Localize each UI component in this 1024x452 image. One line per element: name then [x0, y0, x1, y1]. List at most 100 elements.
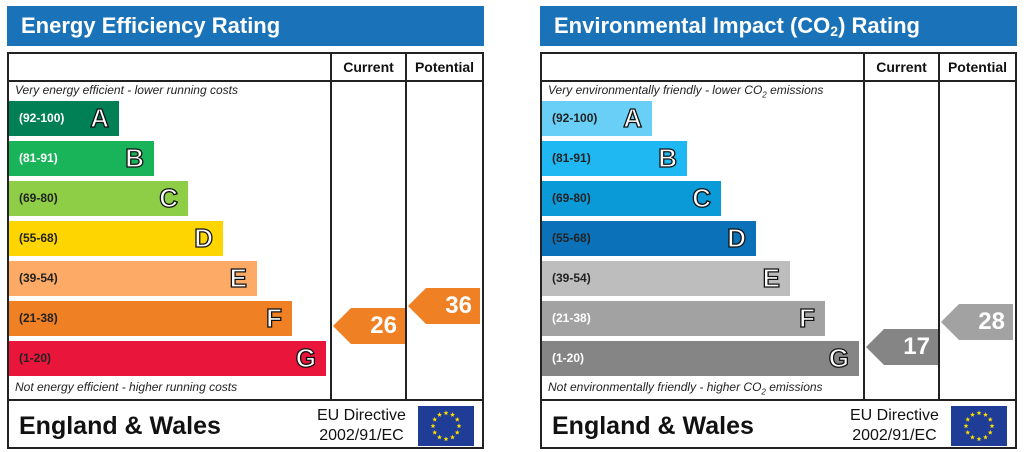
energy-band-d: (55-68) D: [9, 221, 223, 256]
env-bottom-caption: Not environmentally friendly - higher CO…: [548, 380, 823, 396]
env-band-e: (39-54) E: [542, 261, 790, 296]
env-band-b: (81-91) B: [542, 141, 687, 176]
energy-band-a: (92-100) A: [9, 101, 119, 136]
env-current-arrow-fill: [866, 329, 938, 365]
energy-bottom-caption: Not energy efficient - higher running co…: [15, 380, 238, 394]
energy-potential-value: 36: [445, 292, 472, 319]
energy-current-arrow: 26: [333, 308, 405, 344]
env-directive-line1: EU Directive: [850, 407, 939, 424]
energy-top-caption: Very energy efficient - lower running co…: [15, 83, 238, 97]
energy-potential-arrow-shape: [408, 288, 480, 324]
env-band-letter-g: G: [828, 342, 850, 373]
energy-band-letter-a: A: [90, 102, 110, 133]
env-top-caption-prefix: Very environmentally friendly - lower CO: [548, 83, 763, 97]
eu-star: [432, 429, 438, 435]
energy-header-divider: [7, 80, 484, 82]
eu-flag-icon: [418, 406, 474, 446]
energy-directive-line1: EU Directive: [317, 407, 406, 424]
env-title-suffix: ) Rating: [838, 13, 920, 38]
env-band-g: (1-20) G: [542, 341, 859, 376]
energy-band-letter-f: F: [265, 302, 282, 333]
env-top-caption-suffix: emissions: [766, 83, 824, 97]
eu-star: [437, 434, 442, 440]
env-current-value: 17: [903, 333, 930, 360]
energy-band-g: (1-20) G: [9, 341, 326, 376]
energy-footer-region: England & Wales: [19, 412, 221, 440]
eu-star: [965, 416, 971, 422]
energy-title-text: Energy Efficiency Rating: [21, 13, 281, 38]
energy-footer-directive: EU Directive 2002/91/EC: [317, 406, 406, 446]
env-band-c: (69-80) C: [542, 181, 721, 216]
energy-band-letter-b: B: [125, 142, 145, 173]
energy-band-range-c: (69-80): [19, 191, 58, 205]
env-title-sub: 2: [830, 23, 839, 39]
energy-potential-arrow: 36: [408, 288, 480, 324]
env-band-letter-b: B: [658, 142, 678, 173]
energy-band-c: (69-80) C: [9, 181, 188, 216]
env-divider-potential: [938, 52, 940, 401]
env-band-range-f: (21-38): [552, 311, 591, 325]
energy-divider-potential: [405, 52, 407, 401]
env-bottom-caption-suffix: emissions: [765, 380, 823, 394]
env-potential-arrow-fill: [941, 304, 1013, 340]
energy-directive-line2: 2002/91/EC: [319, 427, 404, 444]
env-top-caption: Very environmentally friendly - lower CO…: [548, 83, 823, 99]
env-band-f: (21-38) F: [542, 301, 825, 336]
eu-star: [454, 429, 460, 435]
env-band-d: (55-68) D: [542, 221, 756, 256]
eu-star: [970, 412, 975, 417]
env-band-a: (92-100) A: [542, 101, 652, 136]
env-band-letter-a: A: [623, 102, 643, 133]
env-band-range-g: (1-20): [552, 351, 585, 365]
energy-band-e: (39-54) E: [9, 261, 257, 296]
env-band-range-c: (69-80): [552, 191, 591, 205]
energy-current-arrow-fill: [333, 308, 405, 344]
eu-star: [454, 416, 460, 422]
env-title: Environmental Impact (CO2) Rating: [540, 6, 1017, 46]
env-band-range-b: (81-91): [552, 151, 591, 165]
energy-footer-divider: [7, 399, 484, 401]
energy-band-range-d: (55-68): [19, 231, 58, 245]
eu-star: [976, 410, 982, 416]
eu-star: [963, 423, 969, 429]
energy-band-b: (81-91) B: [9, 141, 154, 176]
env-current-arrow-shape: [866, 329, 938, 365]
eu-star: [430, 423, 436, 429]
energy-band-letter-g: G: [295, 342, 317, 373]
env-title-prefix: Environmental Impact (CO: [554, 13, 831, 38]
env-directive-line2: 2002/91/EC: [852, 427, 937, 444]
eu-star: [443, 436, 449, 442]
eu-star: [989, 423, 995, 429]
env-band-letter-c: C: [692, 182, 712, 213]
energy-band-range-f: (21-38): [19, 311, 58, 325]
env-col-potential: Potential: [947, 59, 1008, 75]
energy-band-f: (21-38) F: [9, 301, 292, 336]
energy-band-letter-d: D: [194, 222, 214, 253]
energy-band-range-g: (1-20): [19, 351, 52, 365]
energy-band-letter-c: C: [159, 182, 179, 213]
energy-band-range-e: (39-54): [19, 271, 58, 285]
env-potential-arrow-shape: [941, 304, 1013, 340]
env-header-divider: [540, 80, 1017, 82]
eu-star: [976, 436, 982, 442]
env-band-range-a: (92-100): [552, 111, 598, 125]
eu-star: [987, 429, 993, 435]
env-footer-divider: [540, 399, 1017, 401]
eu-star: [983, 434, 988, 440]
energy-efficiency-panel: Energy Efficiency Rating Current Potenti…: [7, 6, 484, 449]
environmental-impact-panel: Environmental Impact (CO2) Rating Curren…: [540, 6, 1017, 449]
eu-star: [443, 410, 449, 416]
energy-divider-current: [330, 52, 332, 401]
env-col-current: Current: [876, 59, 927, 75]
env-band-range-e: (39-54): [552, 271, 591, 285]
energy-band-range-b: (81-91): [19, 151, 58, 165]
env-band-range-d: (55-68): [552, 231, 591, 245]
eu-flag-icon: [951, 406, 1007, 446]
eu-star: [987, 416, 993, 422]
eu-star: [965, 429, 971, 435]
energy-col-potential: Potential: [414, 59, 475, 75]
eu-star: [450, 434, 455, 440]
energy-band-letter-e: E: [229, 262, 248, 293]
env-bottom-caption-prefix: Not environmentally friendly - higher CO: [548, 380, 762, 394]
energy-current-value: 26: [370, 312, 397, 339]
